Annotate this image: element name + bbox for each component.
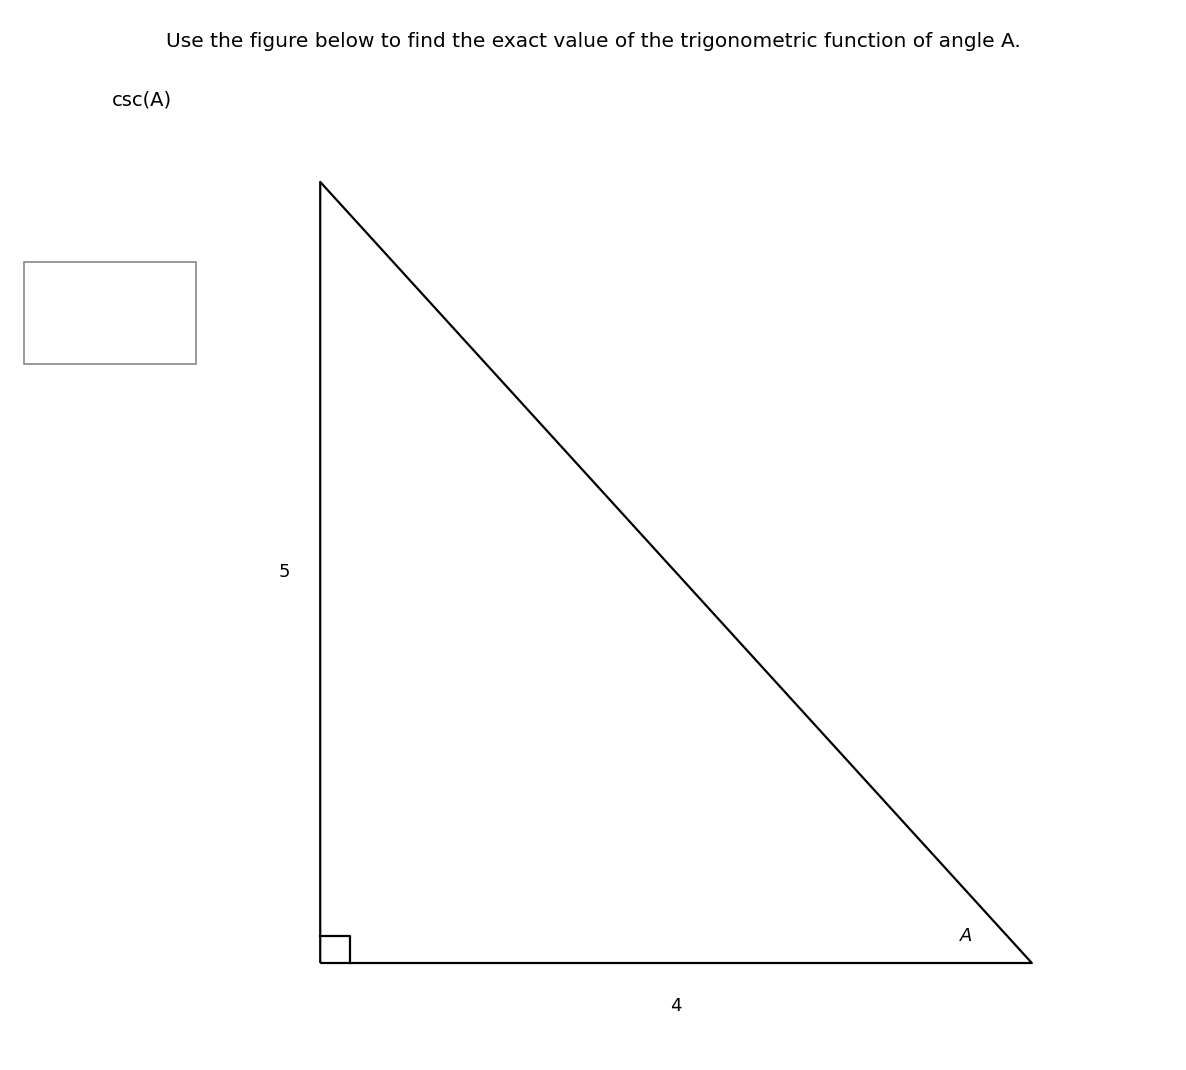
Text: Use the figure below to find the exact value of the trigonometric function of an: Use the figure below to find the exact v… [166,32,1020,51]
Text: A: A [961,928,973,945]
Text: 5: 5 [279,564,291,581]
Text: 4: 4 [670,997,682,1014]
Bar [24,262,196,364]
Text: csc(A): csc(A) [113,91,172,110]
